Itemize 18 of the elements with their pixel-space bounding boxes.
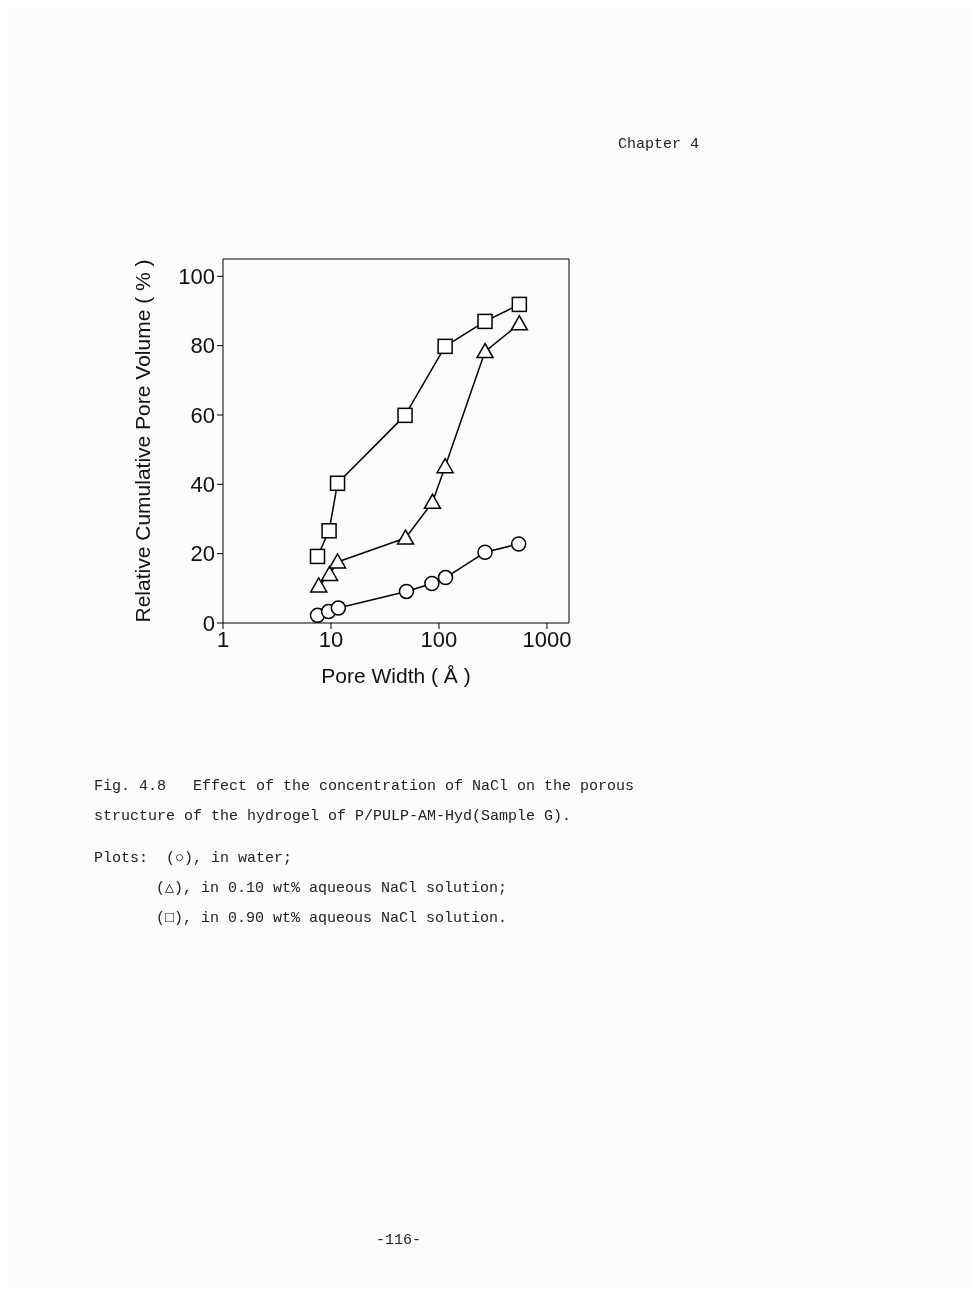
text: (□), in 0.90 wt% aqueous NaCl solution. — [156, 909, 509, 929]
y-tick-label: 100 — [178, 264, 215, 290]
y-tick-label: 60 — [190, 402, 215, 428]
text: -116- — [376, 1231, 422, 1251]
x-tick-label: 1000 — [522, 626, 572, 652]
text: Chapter 4 — [618, 135, 700, 155]
x-tick-label: 100 — [420, 626, 458, 652]
y-tick-label: 80 — [190, 333, 215, 359]
caption: Fig. 4.8 Effect of the concentration of NaCl on the porous structure of the hydrogel of P/PULP-AM-Hyd(Sample G). — [94, 777, 636, 827]
text: Plots: (○), in water; — [94, 849, 294, 869]
x-tick-label: 10 — [318, 626, 344, 652]
y-tick-label: 0 — [202, 610, 215, 636]
y-tick-label: 20 — [190, 541, 215, 567]
text: (△), in 0.10 wt% aqueous NaCl solution; — [156, 879, 509, 899]
y-tick-label: 40 — [190, 472, 215, 498]
y-axis-title: Relative Cumulative Pore Volume ( % ) — [131, 259, 155, 623]
x-axis-title: Pore Width ( Å ) — [321, 664, 471, 687]
x-tick-label: 1 — [216, 626, 230, 652]
